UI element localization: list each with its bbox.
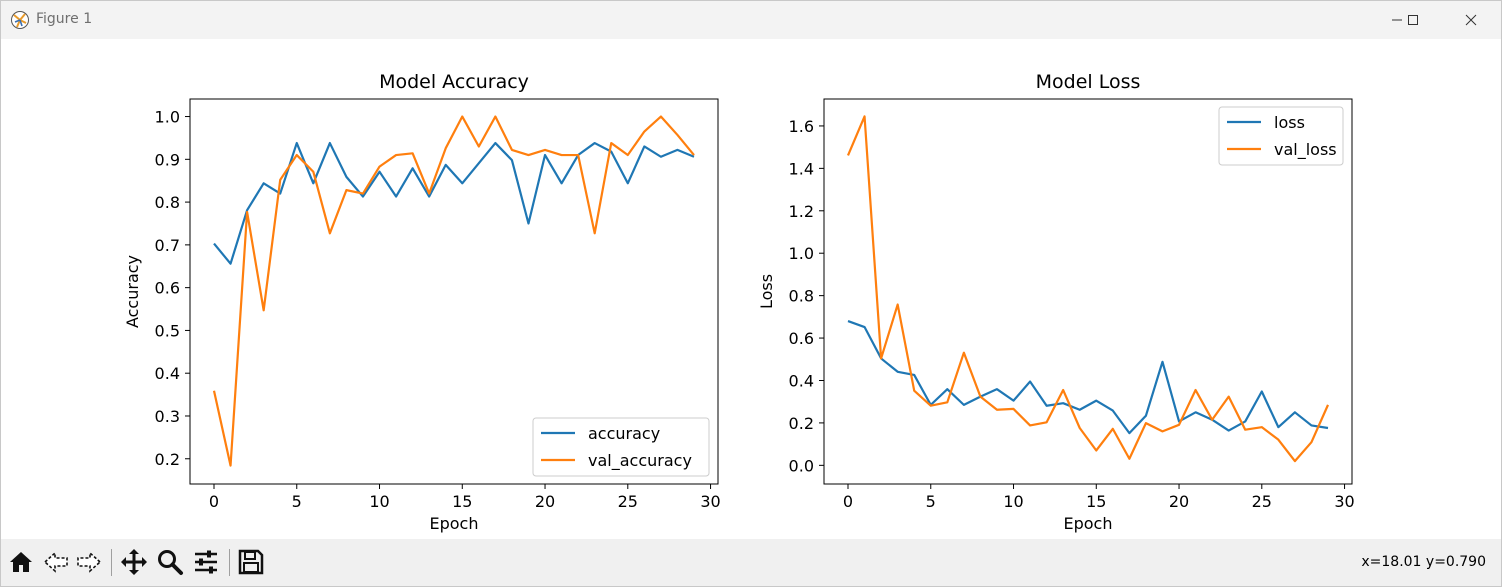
x-tick-label: 20 (1169, 492, 1189, 511)
axes-frame (189, 98, 719, 485)
y-tick-label: 0.8 (789, 287, 814, 306)
y-tick-label: 0.9 (155, 150, 180, 169)
legend-label: val_loss (1274, 140, 1337, 160)
y-tick-label: 0.4 (789, 371, 814, 390)
x-tick-label: 5 (292, 492, 302, 511)
x-axis-label: Epoch (1064, 514, 1113, 533)
zoom-icon (158, 550, 183, 575)
subplots-config-button[interactable] (191, 547, 221, 577)
y-tick-label: 1.0 (155, 108, 180, 127)
y-tick-label: 0.7 (155, 236, 180, 255)
x-tick-label: 25 (618, 492, 638, 511)
y-tick-label: 0.5 (155, 321, 180, 340)
cursor-coordinates: x=18.01 y=0.790 (1361, 554, 1486, 570)
x-tick-label: 20 (535, 492, 555, 511)
subplots-config-icon (195, 550, 217, 574)
figure-canvas[interactable]: Model Accuracy 0 5 10 15 20 25 30 0.2 0.3 0.4 0.5 0.… (1, 39, 1501, 539)
home-button[interactable] (6, 547, 36, 577)
legend-label: loss (1274, 113, 1305, 132)
series-line-loss (847, 320, 1329, 435)
x-tick-label: 15 (1086, 492, 1106, 511)
legend-box (532, 417, 710, 477)
toolbar-separator (111, 549, 112, 576)
series-line-accuracy (213, 141, 695, 265)
y-tick-label: 0.6 (789, 329, 814, 348)
x-tick-label: 30 (1334, 492, 1354, 511)
y-tick-label: 0.3 (155, 407, 180, 426)
figure-svg: Model Accuracy 0 5 10 15 20 25 30 0.2 0.3 0.4 0.5 0.… (123, 71, 1355, 533)
x-tick-label: 10 (369, 492, 389, 511)
pan-button[interactable] (119, 547, 149, 577)
window-title: Figure 1 (36, 11, 93, 27)
legend: loss val_loss (1218, 106, 1344, 166)
minimize-icon (1392, 19, 1402, 21)
y-tick-label: 1.2 (789, 202, 814, 221)
navigation-toolbar: x=18.01 y=0.790 (1, 539, 1501, 586)
y-tick-label: 1.0 (789, 244, 814, 263)
matplotlib-logo-icon (11, 11, 29, 29)
forward-arrow-icon (77, 551, 102, 573)
y-tick-label: 1.4 (789, 159, 814, 178)
pan-icon (121, 549, 147, 575)
x-tick-label: 0 (209, 492, 219, 511)
chart-0: Model Accuracy 0 5 10 15 20 25 30 0.2 0.3 0.4 0.5 0.… (123, 71, 721, 533)
close-button[interactable] (1442, 1, 1500, 39)
title-bar: Figure 1 (1, 1, 1501, 39)
y-tick-label: 0.6 (155, 279, 180, 298)
x-tick-label: 25 (1252, 492, 1272, 511)
legend: accuracy val_accuracy (532, 417, 710, 477)
series-line-val_loss (846, 115, 1330, 463)
x-axis-label: Epoch (430, 514, 479, 533)
y-axis-label: Loss (757, 274, 776, 309)
toolbar-separator (229, 549, 230, 576)
save-icon (238, 549, 264, 575)
x-tick-label: 5 (926, 492, 936, 511)
y-tick-label: 0.4 (155, 364, 180, 383)
close-icon (1465, 14, 1477, 26)
back-button[interactable] (41, 547, 71, 577)
legend-label: val_accuracy (588, 451, 692, 471)
series-line-val_accuracy (212, 115, 695, 467)
save-button[interactable] (236, 547, 266, 577)
back-arrow-icon (43, 551, 68, 573)
x-tick-label: 15 (452, 492, 472, 511)
y-tick-label: 0.8 (155, 193, 180, 212)
chart-title: Model Loss (1036, 71, 1141, 93)
forward-button[interactable] (74, 547, 104, 577)
minimize-button[interactable] (1368, 1, 1426, 39)
x-tick-label: 0 (843, 492, 853, 511)
chart-1: Model Loss 0 5 10 15 20 25 30 0.0 0.2 0.4 0.6 0.8 1.0… (757, 71, 1355, 533)
maximize-button[interactable] (1384, 1, 1442, 39)
legend-label: accuracy (588, 424, 660, 443)
y-tick-label: 0.2 (155, 450, 180, 469)
zoom-button[interactable] (155, 547, 185, 577)
y-tick-label: 1.6 (789, 117, 814, 136)
y-tick-label: 0.0 (789, 456, 814, 475)
x-tick-label: 30 (700, 492, 720, 511)
maximize-icon (1408, 15, 1418, 25)
x-tick-label: 10 (1003, 492, 1023, 511)
axes-frame (823, 98, 1353, 485)
y-tick-label: 0.2 (789, 414, 814, 433)
chart-title: Model Accuracy (379, 71, 529, 93)
y-axis-label: Accuracy (123, 255, 142, 328)
home-icon (10, 552, 32, 572)
